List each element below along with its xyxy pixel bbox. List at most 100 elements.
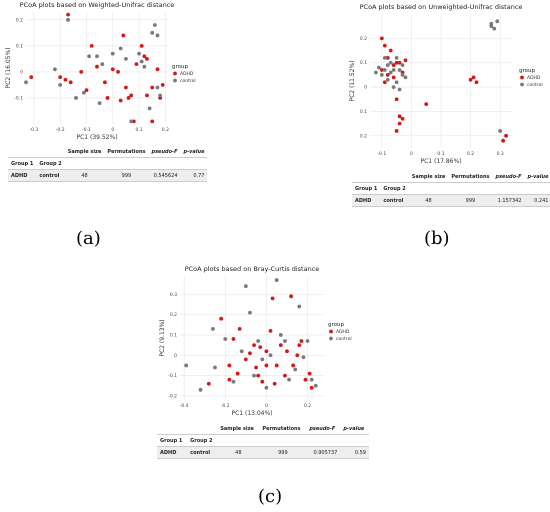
pseudo-f-cell: 0.905737 [306, 446, 341, 459]
control-point [150, 30, 155, 35]
adhd-point [79, 70, 84, 74]
adhd-point [89, 43, 94, 48]
pseudo-f-cell: 0.545624 [148, 169, 181, 182]
control-point [489, 21, 494, 26]
adhd-point [116, 70, 120, 74]
group2-header: Group 2 [380, 182, 409, 195]
x-tick-label: 0 [265, 403, 268, 409]
control-point [256, 339, 261, 343]
y-tick-label: 0.1 [170, 332, 177, 338]
adhd-point [264, 363, 269, 368]
adhd-point [150, 119, 155, 124]
blank-header [8, 146, 36, 158]
p-value-cell: 0.59 [340, 446, 369, 459]
x-tick-label: -0.2 [221, 403, 230, 409]
control-point [155, 33, 160, 38]
control-point [382, 55, 387, 60]
legend-label-adhd: ADHD [336, 329, 350, 335]
sample-size-cell: 48 [217, 446, 260, 459]
adhd-point [385, 55, 390, 60]
chart-title: PCoA plots based on Weighted-Unifrac dis… [20, 1, 175, 9]
group2-header: Group 2 [187, 434, 218, 447]
adhd-point [121, 33, 126, 38]
adhd-point [206, 381, 211, 386]
permutations-header: Permutations [107, 148, 146, 155]
group1-cell: ADHD [8, 169, 37, 182]
control-point [305, 339, 310, 343]
p-value-header: p-value [527, 173, 549, 180]
x-tick-label: 0.2 [467, 151, 474, 157]
control-point [391, 85, 396, 89]
adhd-point [272, 381, 277, 386]
x-tick-label: 0.1 [437, 151, 444, 157]
adhd-point [118, 98, 123, 103]
control-point [309, 377, 314, 382]
control-point [139, 59, 144, 64]
control-point [297, 304, 302, 309]
x-tick-label: -0.4 [180, 403, 189, 409]
adhd-point [504, 133, 508, 138]
y-tick-label: 0.2 [16, 17, 23, 23]
legend-swatch-control [520, 82, 524, 87]
blank-header [157, 423, 187, 435]
control-point [129, 119, 134, 124]
adhd-point [394, 129, 399, 133]
adhd-point [124, 85, 128, 90]
control-point [66, 17, 70, 22]
adhd-point [299, 339, 304, 343]
adhd-point [160, 83, 165, 87]
adhd-point [139, 43, 144, 48]
control-point [498, 129, 503, 133]
x-tick-label: -0.1 [82, 127, 91, 133]
legend-label-adhd: ADHD [180, 71, 194, 77]
adhd-point [235, 371, 240, 376]
permanova-table-bray-curtis: Sample size Permutations pseudo-F p-valu… [157, 423, 369, 459]
legend-label-control: control [336, 336, 352, 342]
x-tick-label: 0 [410, 151, 413, 157]
legend-swatch-adhd [520, 75, 524, 80]
permanova-table-weighted: Sample size Permutations pseudo-F p-valu… [8, 146, 208, 182]
legend-label-adhd: ADHD [527, 75, 541, 81]
adhd-point [285, 349, 289, 354]
control-point [379, 73, 384, 77]
adhd-point [385, 73, 390, 77]
control-point [155, 85, 160, 90]
group2-cell: control [187, 446, 218, 459]
adhd-point [379, 36, 384, 41]
y-tick-label: -0.2 [168, 393, 177, 399]
control-point [388, 70, 393, 75]
control-point [376, 65, 381, 70]
pseudo-f-header: pseudo-F [495, 173, 522, 180]
control-point [231, 379, 236, 384]
legend-swatch-adhd [173, 71, 177, 76]
x-tick-label: -0.3 [29, 127, 38, 133]
adhd-point [227, 363, 232, 368]
permutations-cell: 999 [104, 169, 149, 182]
adhd-point [278, 343, 283, 348]
adhd-point [29, 75, 34, 80]
permutations-header: Permutations [451, 173, 490, 180]
control-point [137, 51, 141, 56]
control-point [152, 23, 157, 27]
sample-size-header: Sample size [411, 173, 446, 180]
y-tick-label: 0.1 [360, 109, 367, 115]
p-value-header: p-value [343, 425, 365, 432]
adhd-point [142, 54, 147, 59]
control-point [274, 278, 279, 282]
group1-header: Group 1 [8, 157, 37, 170]
control-point [382, 68, 387, 72]
y-tick-label: 0 [174, 353, 177, 359]
legend-title: group [328, 322, 344, 328]
control-point [313, 383, 318, 388]
control-point [213, 365, 217, 370]
permanova-table-unweighted: Sample size Permutations pseudo-F p-valu… [352, 171, 550, 207]
adhd-point [58, 75, 63, 80]
y-tick-label: 0 [20, 69, 23, 75]
permutations-cell: 999 [448, 194, 493, 207]
y-tick-label: 0.2 [360, 133, 367, 139]
x-tick-label: 0 [111, 127, 114, 133]
adhd-point [501, 138, 506, 143]
legend-title: group [172, 64, 188, 70]
adhd-point [237, 326, 242, 331]
adhd-point [145, 56, 149, 61]
